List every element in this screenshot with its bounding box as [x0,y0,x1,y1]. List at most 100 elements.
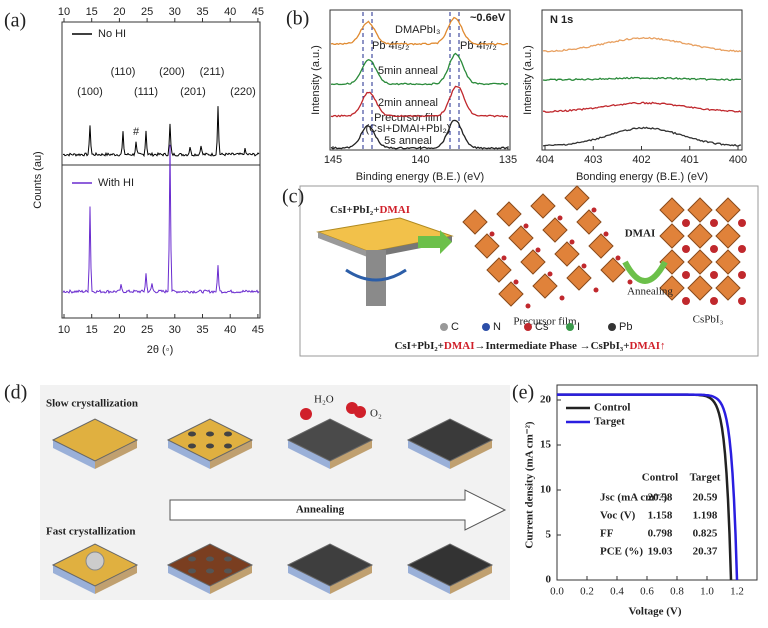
film-top [406,543,494,587]
curve-label: 5min anneal [378,65,438,77]
atom [682,219,690,227]
film-top [166,418,254,462]
peak-label: (100) [77,86,103,98]
table-cell: PCE (%) [600,546,643,558]
octahedron [687,223,713,249]
octahedron [520,249,546,275]
legend-marker [566,323,574,331]
atom [710,271,718,279]
octahedron [554,241,580,267]
legend-label: Control [594,402,630,414]
x-tick-label: 25 [141,6,153,18]
octahedron [508,225,534,251]
x-tick-label: 45 [252,324,264,336]
y-tick-label: 15 [540,439,552,451]
film-side [168,565,210,594]
film-side [288,565,330,594]
y-axis-label: Intensity (a.u.) [522,45,534,115]
trace [542,126,742,147]
x-tick-label: 45 [252,6,264,18]
film-side [210,440,252,469]
table-cell: 0.825 [693,528,718,540]
x-axis-label: 2θ (◦) [147,344,174,356]
text: CsI+PbI₂+ [330,204,379,216]
x-tick-label: 400 [729,154,747,166]
x-tick-label: 0.6 [640,586,654,598]
octahedron [530,193,556,219]
trace [542,36,742,53]
caption: Annealing [296,504,345,516]
atom [569,239,575,245]
atom [682,245,690,253]
x-tick-label: 140 [411,154,429,166]
x-axis-label: Bonding energy (B.E.) (eV) [576,171,708,183]
atom [710,297,718,305]
x-tick-label: 135 [499,154,517,166]
trace [542,101,742,113]
x-tick-label: 30 [169,6,181,18]
y-tick-label: 20 [540,394,552,406]
table-cell: 1.158 [648,510,673,522]
octahedron [715,249,741,275]
arrow [622,260,668,284]
atom [557,215,563,221]
table-cell: FF [600,528,614,540]
peak-label: (200) [159,66,185,78]
x-tick-label: 402 [632,154,650,166]
y-axis-label: Counts (au) [32,151,44,208]
legend-marker [524,323,532,331]
curve-label: 2min anneal [378,97,438,109]
trace [330,16,509,46]
x-tick-label: 40 [224,6,236,18]
arrow [169,489,507,531]
x-tick-label: 0.0 [550,586,564,598]
equation: CsI+PbI₂+DMAI→Intermediate Phase →CsPbI₃… [394,340,665,352]
x-tick-label: 1.2 [730,586,744,598]
peak-label: (111) [134,86,158,98]
x-axis-label: Voltage (V) [628,606,681,618]
table: Control Target Jsc (mA cm⁻²)20.58 20.59 Voc … [600,472,721,558]
trace [557,393,739,581]
x-tick-label: 35 [196,6,208,18]
film-side [450,565,492,594]
y-tick-label: 10 [540,484,552,496]
octahedron [687,249,713,275]
film-side [330,565,372,594]
panel-label: (a) [4,10,26,32]
atom [559,295,565,301]
x-tick-label: 35 [196,324,208,336]
octahedron [496,201,522,227]
film-side [53,440,95,469]
substrate-side [318,232,370,258]
x-tick-label: 404 [536,154,554,166]
x-tick-label: 40 [224,324,236,336]
film-side [210,565,252,594]
octahedron [498,281,524,307]
nucleus [206,443,214,449]
caption: CsPbI₃ [693,314,724,326]
octahedron [687,197,713,223]
trace [330,119,509,150]
nucleus [224,568,232,574]
table-cell: 1.198 [693,510,718,522]
legend-label: Cs [535,321,549,333]
octahedron [474,233,500,259]
film-side [408,440,450,469]
table-cell: 19.03 [648,546,673,558]
x-tick-label: 0.2 [580,586,594,598]
atom [535,247,541,253]
caption: Fast crystallization [46,526,136,538]
y-tick-label: 0 [546,574,552,586]
octahedron [659,197,685,223]
film-top [286,418,374,462]
peak-label: (201) [180,86,206,98]
trace [62,144,260,294]
x-tick-label: 403 [584,154,602,166]
octahedron [659,249,685,275]
octahedron [564,185,590,211]
legend-label: I [577,321,580,333]
text: DMAI [444,340,475,352]
peak-label: (211) [200,66,225,78]
film-top [51,418,139,462]
nucleus [224,431,232,437]
